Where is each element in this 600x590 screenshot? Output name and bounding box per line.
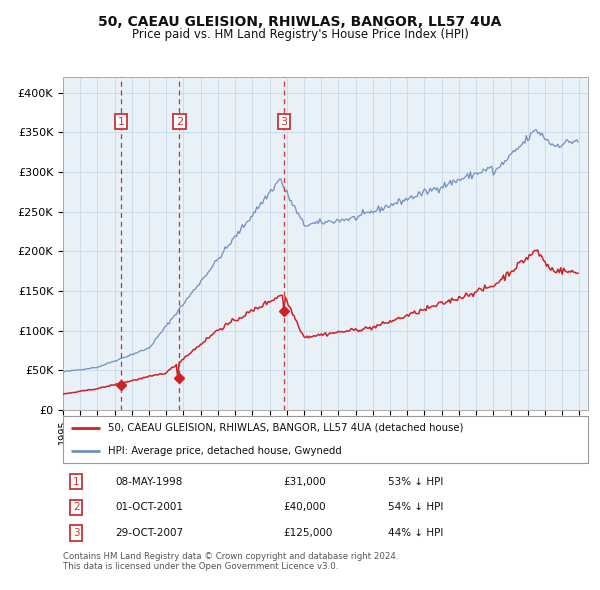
Text: 50, CAEAU GLEISION, RHIWLAS, BANGOR, LL57 4UA (detached house): 50, CAEAU GLEISION, RHIWLAS, BANGOR, LL5…	[107, 423, 463, 432]
Text: 08-MAY-1998: 08-MAY-1998	[115, 477, 183, 487]
Text: 2: 2	[73, 503, 79, 512]
Text: Price paid vs. HM Land Registry's House Price Index (HPI): Price paid vs. HM Land Registry's House …	[131, 28, 469, 41]
Text: £40,000: £40,000	[284, 503, 326, 512]
Text: HPI: Average price, detached house, Gwynedd: HPI: Average price, detached house, Gwyn…	[107, 447, 341, 456]
Text: 3: 3	[73, 528, 79, 538]
Text: £31,000: £31,000	[284, 477, 326, 487]
Text: Contains HM Land Registry data © Crown copyright and database right 2024.: Contains HM Land Registry data © Crown c…	[63, 552, 398, 560]
FancyBboxPatch shape	[63, 416, 588, 463]
Text: 29-OCT-2007: 29-OCT-2007	[115, 528, 184, 538]
Text: 1: 1	[73, 477, 79, 487]
Text: 01-OCT-2001: 01-OCT-2001	[115, 503, 184, 512]
Text: 2: 2	[176, 117, 183, 127]
Text: 1: 1	[118, 117, 124, 127]
Text: 54% ↓ HPI: 54% ↓ HPI	[389, 503, 444, 512]
Text: 50, CAEAU GLEISION, RHIWLAS, BANGOR, LL57 4UA: 50, CAEAU GLEISION, RHIWLAS, BANGOR, LL5…	[98, 15, 502, 29]
Text: This data is licensed under the Open Government Licence v3.0.: This data is licensed under the Open Gov…	[63, 562, 338, 571]
Text: 53% ↓ HPI: 53% ↓ HPI	[389, 477, 444, 487]
Text: 44% ↓ HPI: 44% ↓ HPI	[389, 528, 444, 538]
Text: 3: 3	[280, 117, 287, 127]
Text: £125,000: £125,000	[284, 528, 333, 538]
